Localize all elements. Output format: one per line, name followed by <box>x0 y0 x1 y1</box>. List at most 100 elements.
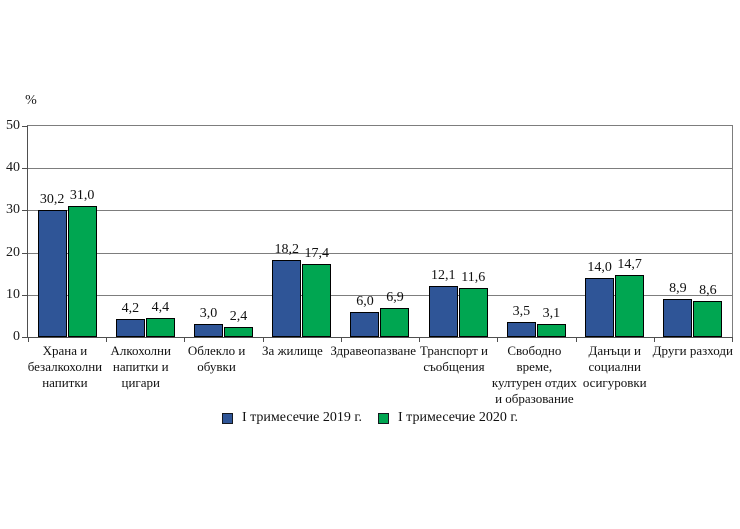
legend-item-2019: I тримесечие 2019 г. <box>221 410 362 426</box>
legend-swatch-2020-icon <box>378 412 389 424</box>
bar: 11,6 <box>458 270 488 337</box>
bar-value-label: 31,0 <box>69 188 95 204</box>
category-cell: Данъци и социални осигуровки <box>577 343 653 407</box>
x-axis-tick <box>732 337 733 342</box>
bar-value-label: 11,6 <box>461 270 486 286</box>
bar-groups: 30,2 31,0 4,2 4,4 3,0 2,4 18,2 17,4 6,0 6,9 12,1 11… <box>28 126 732 337</box>
bar-value-label: 6,9 <box>386 289 404 305</box>
category-cell: Други разходи <box>653 343 733 407</box>
bar: 14,7 <box>615 257 645 337</box>
category-label: Здравеопазване <box>330 343 417 358</box>
bar-value-label: 3,0 <box>199 306 218 322</box>
y-axis-tick <box>22 337 28 338</box>
bar-value-label: 12,1 <box>430 267 456 283</box>
x-axis-tick <box>28 337 29 342</box>
bar: 31,0 <box>67 188 97 337</box>
bar: 6,9 <box>380 290 410 337</box>
bar: 12,1 <box>428 268 458 337</box>
x-axis-tick <box>497 337 499 342</box>
category-label: Данъци и социални осигуровки <box>582 343 647 390</box>
x-axis-tick <box>340 337 342 342</box>
bar-group: 4,2 4,4 <box>106 126 184 337</box>
bar-value-label: 14,7 <box>617 256 642 272</box>
bar-group: 3,5 3,1 <box>497 126 575 337</box>
x-axis-tick <box>184 337 186 342</box>
y-axis-tick-label: 0 <box>13 329 20 344</box>
bar-group: 8,9 8,6 <box>654 126 732 337</box>
bar-value-label: 3,5 <box>512 304 531 320</box>
category-label: Свободно време, културен отдих и образов… <box>491 343 577 406</box>
bar: 30,2 <box>37 192 67 337</box>
bar-group: 6,0 6,9 <box>341 126 419 337</box>
category-cell: Транспорт и съобщения <box>416 343 492 407</box>
y-axis-tick-label: 10 <box>6 287 20 302</box>
plot-area: 0 10 20 30 40 50 30,2 31,0 4,2 4,4 3,0 2,4 18,2 17,4 6… <box>6 118 733 344</box>
bar: 18,2 <box>272 242 302 337</box>
gridline <box>28 210 732 211</box>
category-cell: Храна и безалкохолни напитки <box>27 343 103 407</box>
legend-item-2020: I тримесечие 2020 г. <box>378 410 518 426</box>
gridline <box>28 253 732 254</box>
category-label: Алкохолни напитки и цигари <box>110 343 171 390</box>
bar-value-label: 3,1 <box>542 305 561 321</box>
category-label: За жилище <box>262 343 323 358</box>
bar: 2,4 <box>224 309 254 337</box>
bar-group: 3,0 2,4 <box>184 126 262 337</box>
y-axis-tick-label: 30 <box>6 202 20 217</box>
x-axis-tick <box>419 337 421 342</box>
bar-value-label: 17,4 <box>304 245 330 261</box>
bar: 8,9 <box>663 281 693 337</box>
bar-group: 30,2 31,0 <box>28 126 106 337</box>
x-axis-labels: Храна и безалкохолни напитки Алкохолни на… <box>27 343 733 407</box>
bar-group: 14,0 14,7 <box>576 126 654 337</box>
gridline <box>28 295 732 296</box>
bar-value-label: 30,2 <box>39 191 65 207</box>
y-axis-tick <box>22 253 28 254</box>
bar-group: 18,2 17,4 <box>263 126 341 337</box>
x-axis-tick <box>653 337 655 342</box>
y-axis-tick-label: 20 <box>6 245 20 260</box>
category-cell: Алкохолни напитки и цигари <box>103 343 179 407</box>
bar: 4,2 <box>115 301 145 337</box>
bar: 17,4 <box>302 246 332 337</box>
bar: 3,1 <box>536 306 566 337</box>
y-axis-unit-label: % <box>25 93 37 108</box>
category-label: Транспорт и съобщения <box>419 343 489 374</box>
category-cell: Здравеопазване <box>330 343 416 407</box>
y-axis-tick <box>22 295 28 296</box>
bar: 3,5 <box>506 304 536 337</box>
category-cell: Облекло и обувки <box>179 343 255 407</box>
y-axis-tick-label: 50 <box>6 118 20 133</box>
bar: 8,6 <box>693 283 723 337</box>
bar: 14,0 <box>585 260 615 337</box>
bar: 3,0 <box>194 306 224 337</box>
bar-value-label: 8,6 <box>699 282 717 298</box>
legend-label-2020: I тримесечие 2020 г. <box>398 410 519 425</box>
category-cell: За жилище <box>254 343 330 407</box>
bar-value-label: 4,2 <box>121 301 140 317</box>
x-axis-tick <box>106 337 108 342</box>
bar-value-label: 6,0 <box>356 293 374 309</box>
y-axis-tick-label: 40 <box>6 160 20 175</box>
gridline <box>28 168 732 169</box>
category-label: Други разходи <box>652 343 733 358</box>
bar-group: 12,1 11,6 <box>419 126 497 337</box>
legend: I тримесечие 2019 г. I тримесечие 2020 г… <box>0 410 740 426</box>
y-axis-tick <box>22 126 28 127</box>
bar: 6,0 <box>350 294 380 337</box>
category-cell: Свободно време, културен отдих и образов… <box>492 343 577 407</box>
bar-value-label: 14,0 <box>587 259 612 275</box>
bar: 4,4 <box>145 300 175 337</box>
category-label: Храна и безалкохолни напитки <box>27 343 103 390</box>
bar-value-label: 18,2 <box>274 242 300 258</box>
bar-value-label: 2,4 <box>229 308 248 324</box>
bar-value-label: 8,9 <box>669 281 687 297</box>
y-axis-tick <box>22 168 28 169</box>
x-axis-tick <box>575 337 577 342</box>
category-label: Облекло и обувки <box>187 343 246 374</box>
legend-swatch-2019-icon <box>221 412 233 424</box>
y-axis-tick <box>22 210 28 211</box>
legend-label-2019: I тримесечие 2019 г. <box>241 410 362 425</box>
bar-value-label: 4,4 <box>151 300 170 316</box>
